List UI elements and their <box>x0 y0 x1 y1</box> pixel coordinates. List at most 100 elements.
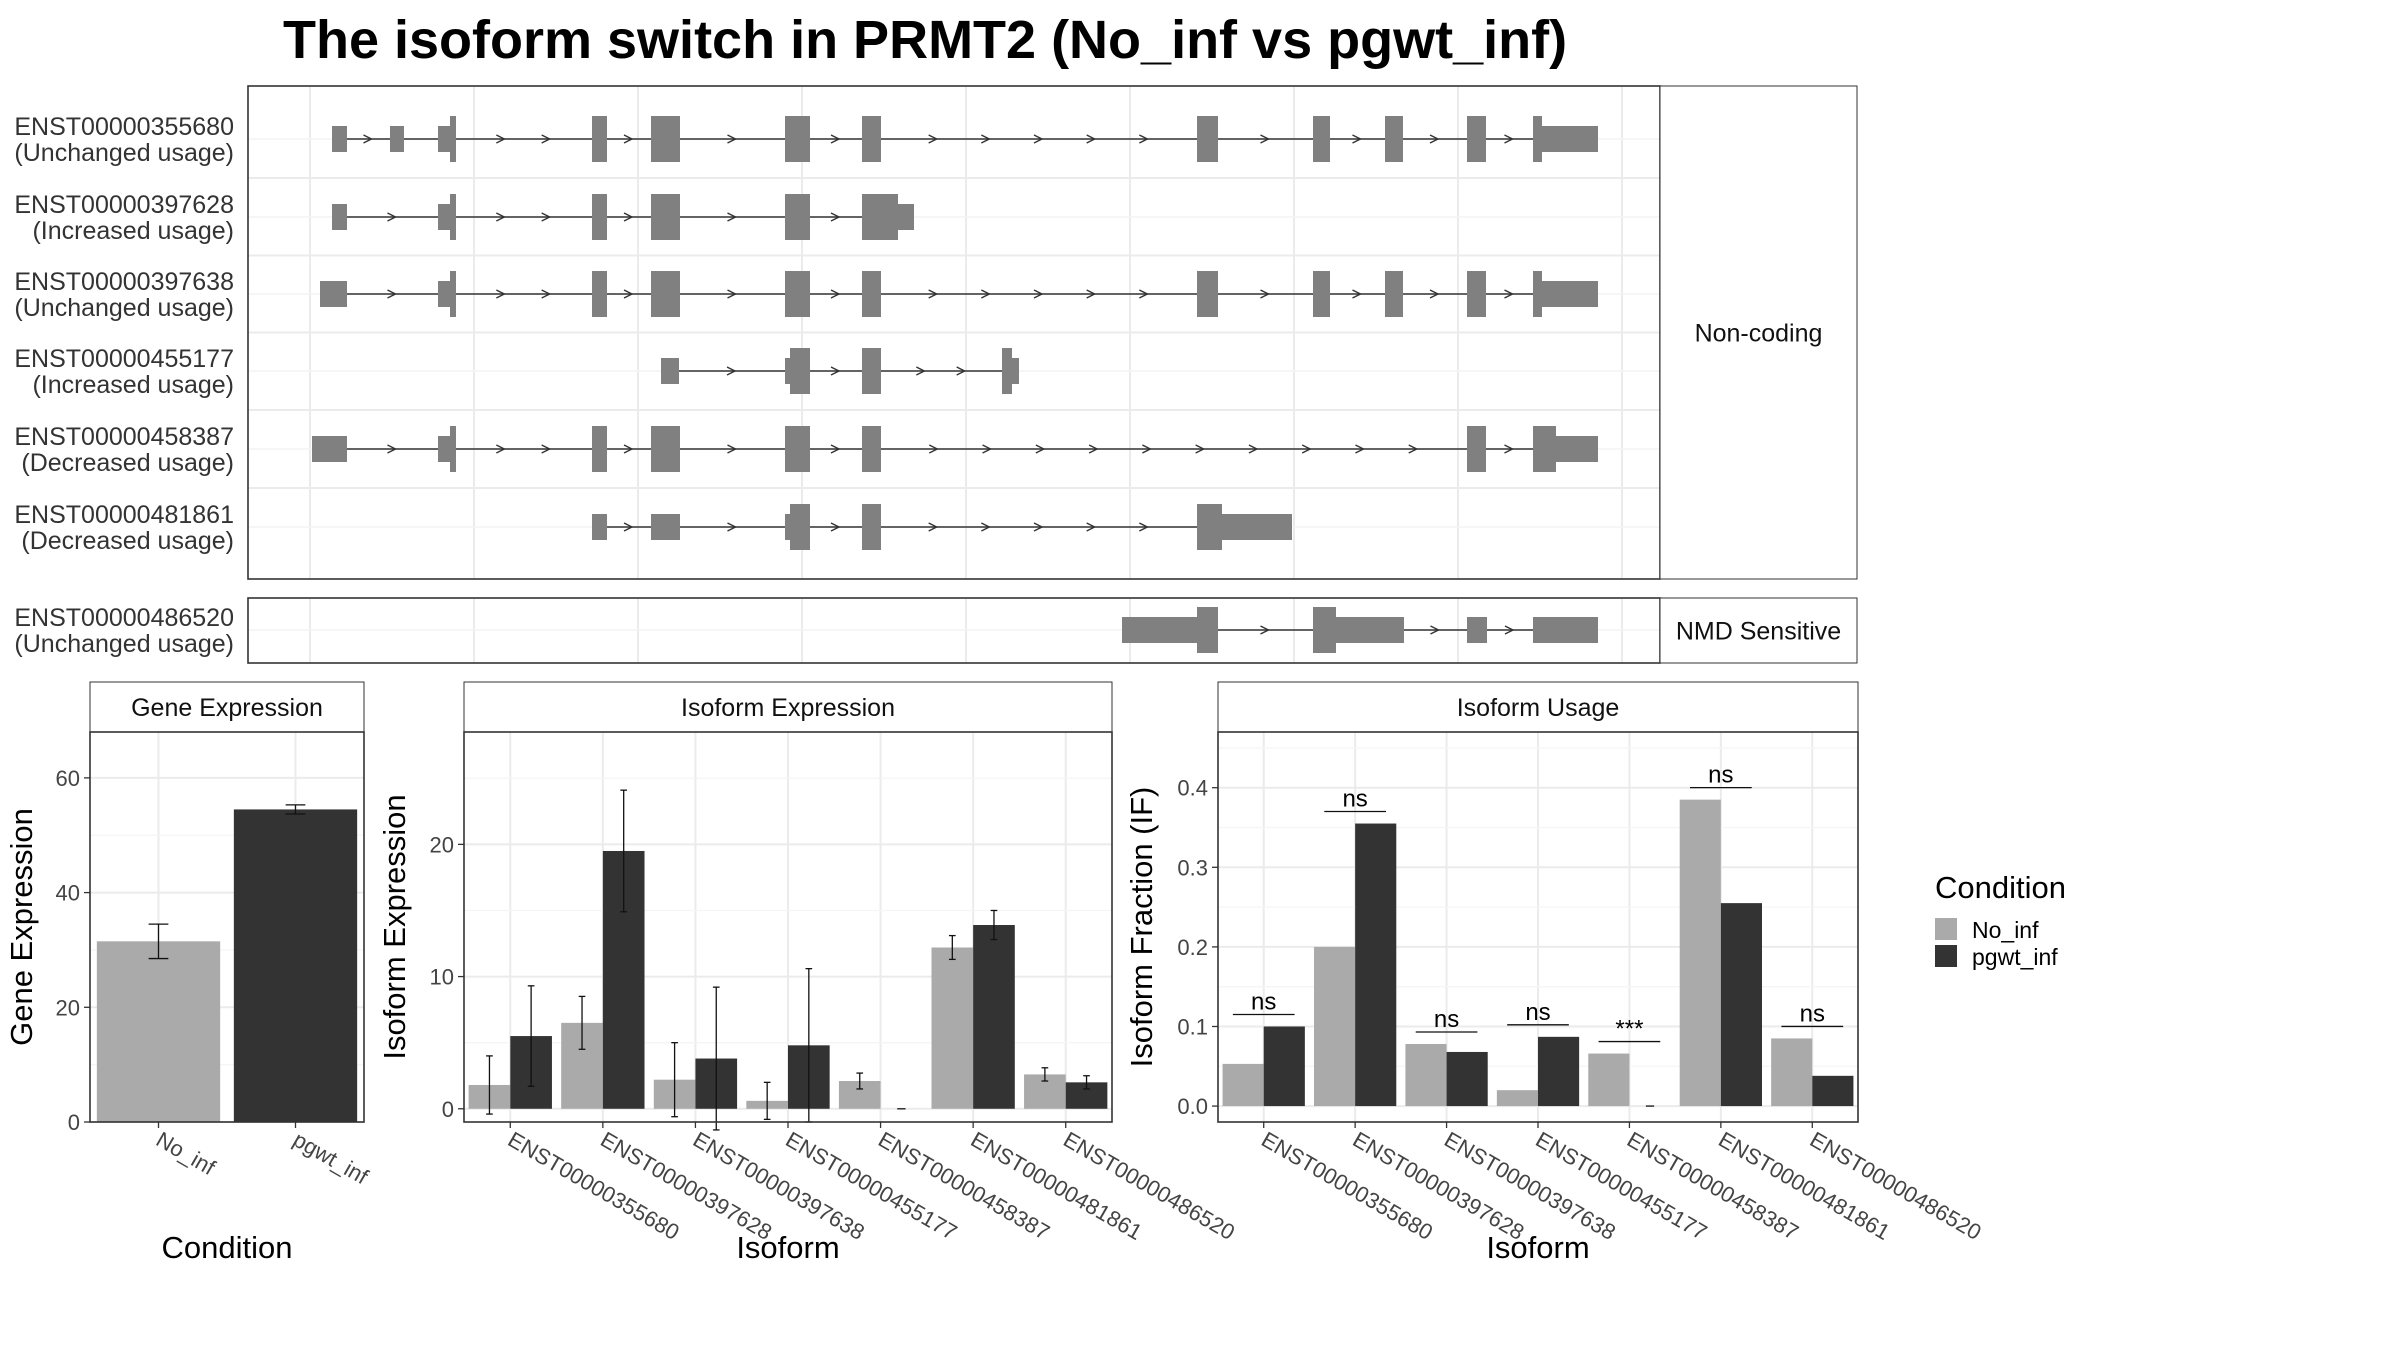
exon <box>1336 617 1404 643</box>
intron-arrow <box>1430 625 1441 635</box>
x-tick-label: No_inf <box>152 1127 220 1181</box>
bar <box>1812 1075 1854 1107</box>
intron-arrow <box>1139 522 1149 532</box>
facet-strip <box>1217 681 1859 733</box>
exon <box>592 116 607 162</box>
significance-label: ns <box>1525 999 1550 1026</box>
intron-arrow <box>928 522 939 532</box>
intron-arrow <box>1260 625 1271 635</box>
transcript-usage-label: (Unchanged usage) <box>14 294 234 322</box>
exon <box>1467 271 1486 317</box>
facet-strip-label: Isoform Expression <box>681 694 895 722</box>
intron-arrow <box>727 212 738 222</box>
facet-strip-label: Non-coding <box>1695 320 1823 348</box>
x-tick-label: ENST00000397638 <box>1440 1127 1620 1245</box>
transcript-row <box>320 271 1598 317</box>
intron-arrow <box>830 522 841 532</box>
exon <box>438 204 450 230</box>
x-tick-label: pgwt_inf <box>289 1127 373 1190</box>
legend-swatch-pgwt-inf <box>1935 945 1957 967</box>
x-tick-label: ENST00000397638 <box>689 1127 869 1245</box>
exon <box>1313 116 1330 162</box>
exon <box>862 116 881 162</box>
y-tick-label: 40 <box>56 881 80 906</box>
exon <box>1467 617 1487 643</box>
legend-title: Condition <box>1935 870 2066 905</box>
intron-arrow <box>387 289 398 299</box>
bar <box>1405 1044 1447 1107</box>
transcript-usage-label: (Unchanged usage) <box>14 630 234 658</box>
y-tick-label: 20 <box>56 995 80 1020</box>
intron-arrow <box>956 366 967 376</box>
exon <box>1533 116 1542 162</box>
exon <box>1313 607 1336 653</box>
exon <box>1197 116 1218 162</box>
intron-arrow <box>1260 134 1271 144</box>
intron-arrow <box>1504 625 1515 635</box>
x-tick-label: ENST00000397628 <box>596 1127 776 1245</box>
transcript-usage-label: (Increased usage) <box>32 371 234 399</box>
intron-arrow <box>981 289 991 299</box>
exon <box>785 116 810 162</box>
intron-arrow <box>928 289 939 299</box>
intron-arrow <box>1195 444 1206 454</box>
transcript-id-label: ENST00000455177 <box>14 345 234 373</box>
exon <box>785 271 810 317</box>
y-tick-label: 0.1 <box>1177 1014 1208 1039</box>
x-tick-label: ENST00000486520 <box>1059 1127 1239 1245</box>
intron-arrow <box>1429 289 1440 299</box>
exon <box>651 426 680 472</box>
x-tick-label: ENST00000481861 <box>1714 1127 1894 1245</box>
exon <box>862 271 881 317</box>
bar <box>973 925 1015 1109</box>
transcript-row <box>661 348 1019 394</box>
bar <box>1496 1090 1538 1107</box>
exon <box>1002 348 1012 394</box>
y-tick-label: 0 <box>68 1110 80 1135</box>
facet-strip <box>1659 597 1858 664</box>
exon <box>1197 504 1222 550</box>
transcript-row <box>312 426 1598 472</box>
exon <box>785 514 790 540</box>
exon <box>450 116 456 162</box>
exon <box>592 271 607 317</box>
exon <box>790 504 810 550</box>
intron-arrow <box>727 444 738 454</box>
intron-arrow <box>1408 444 1419 454</box>
intron-arrow <box>928 134 939 144</box>
exon <box>312 436 347 462</box>
gene-expression-chart: Gene Expression 0 20 40 60 No_inf pgwt_inf Cond… <box>4 681 373 1265</box>
intron-arrow <box>623 522 634 532</box>
transcript-id-label: ENST00000481861 <box>14 501 234 529</box>
significance-label: ns <box>1251 988 1276 1015</box>
bar <box>96 941 221 1122</box>
intron-arrow <box>1504 444 1515 454</box>
facet-strip <box>1659 85 1858 580</box>
intron-arrow <box>981 522 991 532</box>
intron-arrow <box>496 444 506 454</box>
transcript-row <box>1122 607 1598 653</box>
y-tick-label: 0.4 <box>1177 776 1208 801</box>
exon <box>1556 436 1598 462</box>
exon <box>320 281 347 307</box>
bar <box>1720 903 1762 1107</box>
intron-arrow <box>1142 444 1152 454</box>
y-tick-label: 0 <box>442 1097 454 1122</box>
exon <box>1313 271 1330 317</box>
intron-arrow <box>928 444 939 454</box>
intron-arrow <box>1086 134 1097 144</box>
facet-strip <box>463 681 1113 733</box>
intron-arrow <box>496 289 506 299</box>
panel-border <box>89 731 365 1123</box>
transcript-row <box>332 116 1598 162</box>
legend-label-pgwt-inf: pgwt_inf <box>1972 944 2058 970</box>
intron-arrow <box>1033 289 1044 299</box>
intron-arrow <box>1086 522 1097 532</box>
x-tick-label: ENST00000455177 <box>782 1127 962 1245</box>
exon <box>450 194 456 240</box>
exon <box>438 436 450 462</box>
x-axis-title: Isoform <box>736 1230 839 1265</box>
intron-arrow <box>623 289 634 299</box>
exon <box>785 426 810 472</box>
